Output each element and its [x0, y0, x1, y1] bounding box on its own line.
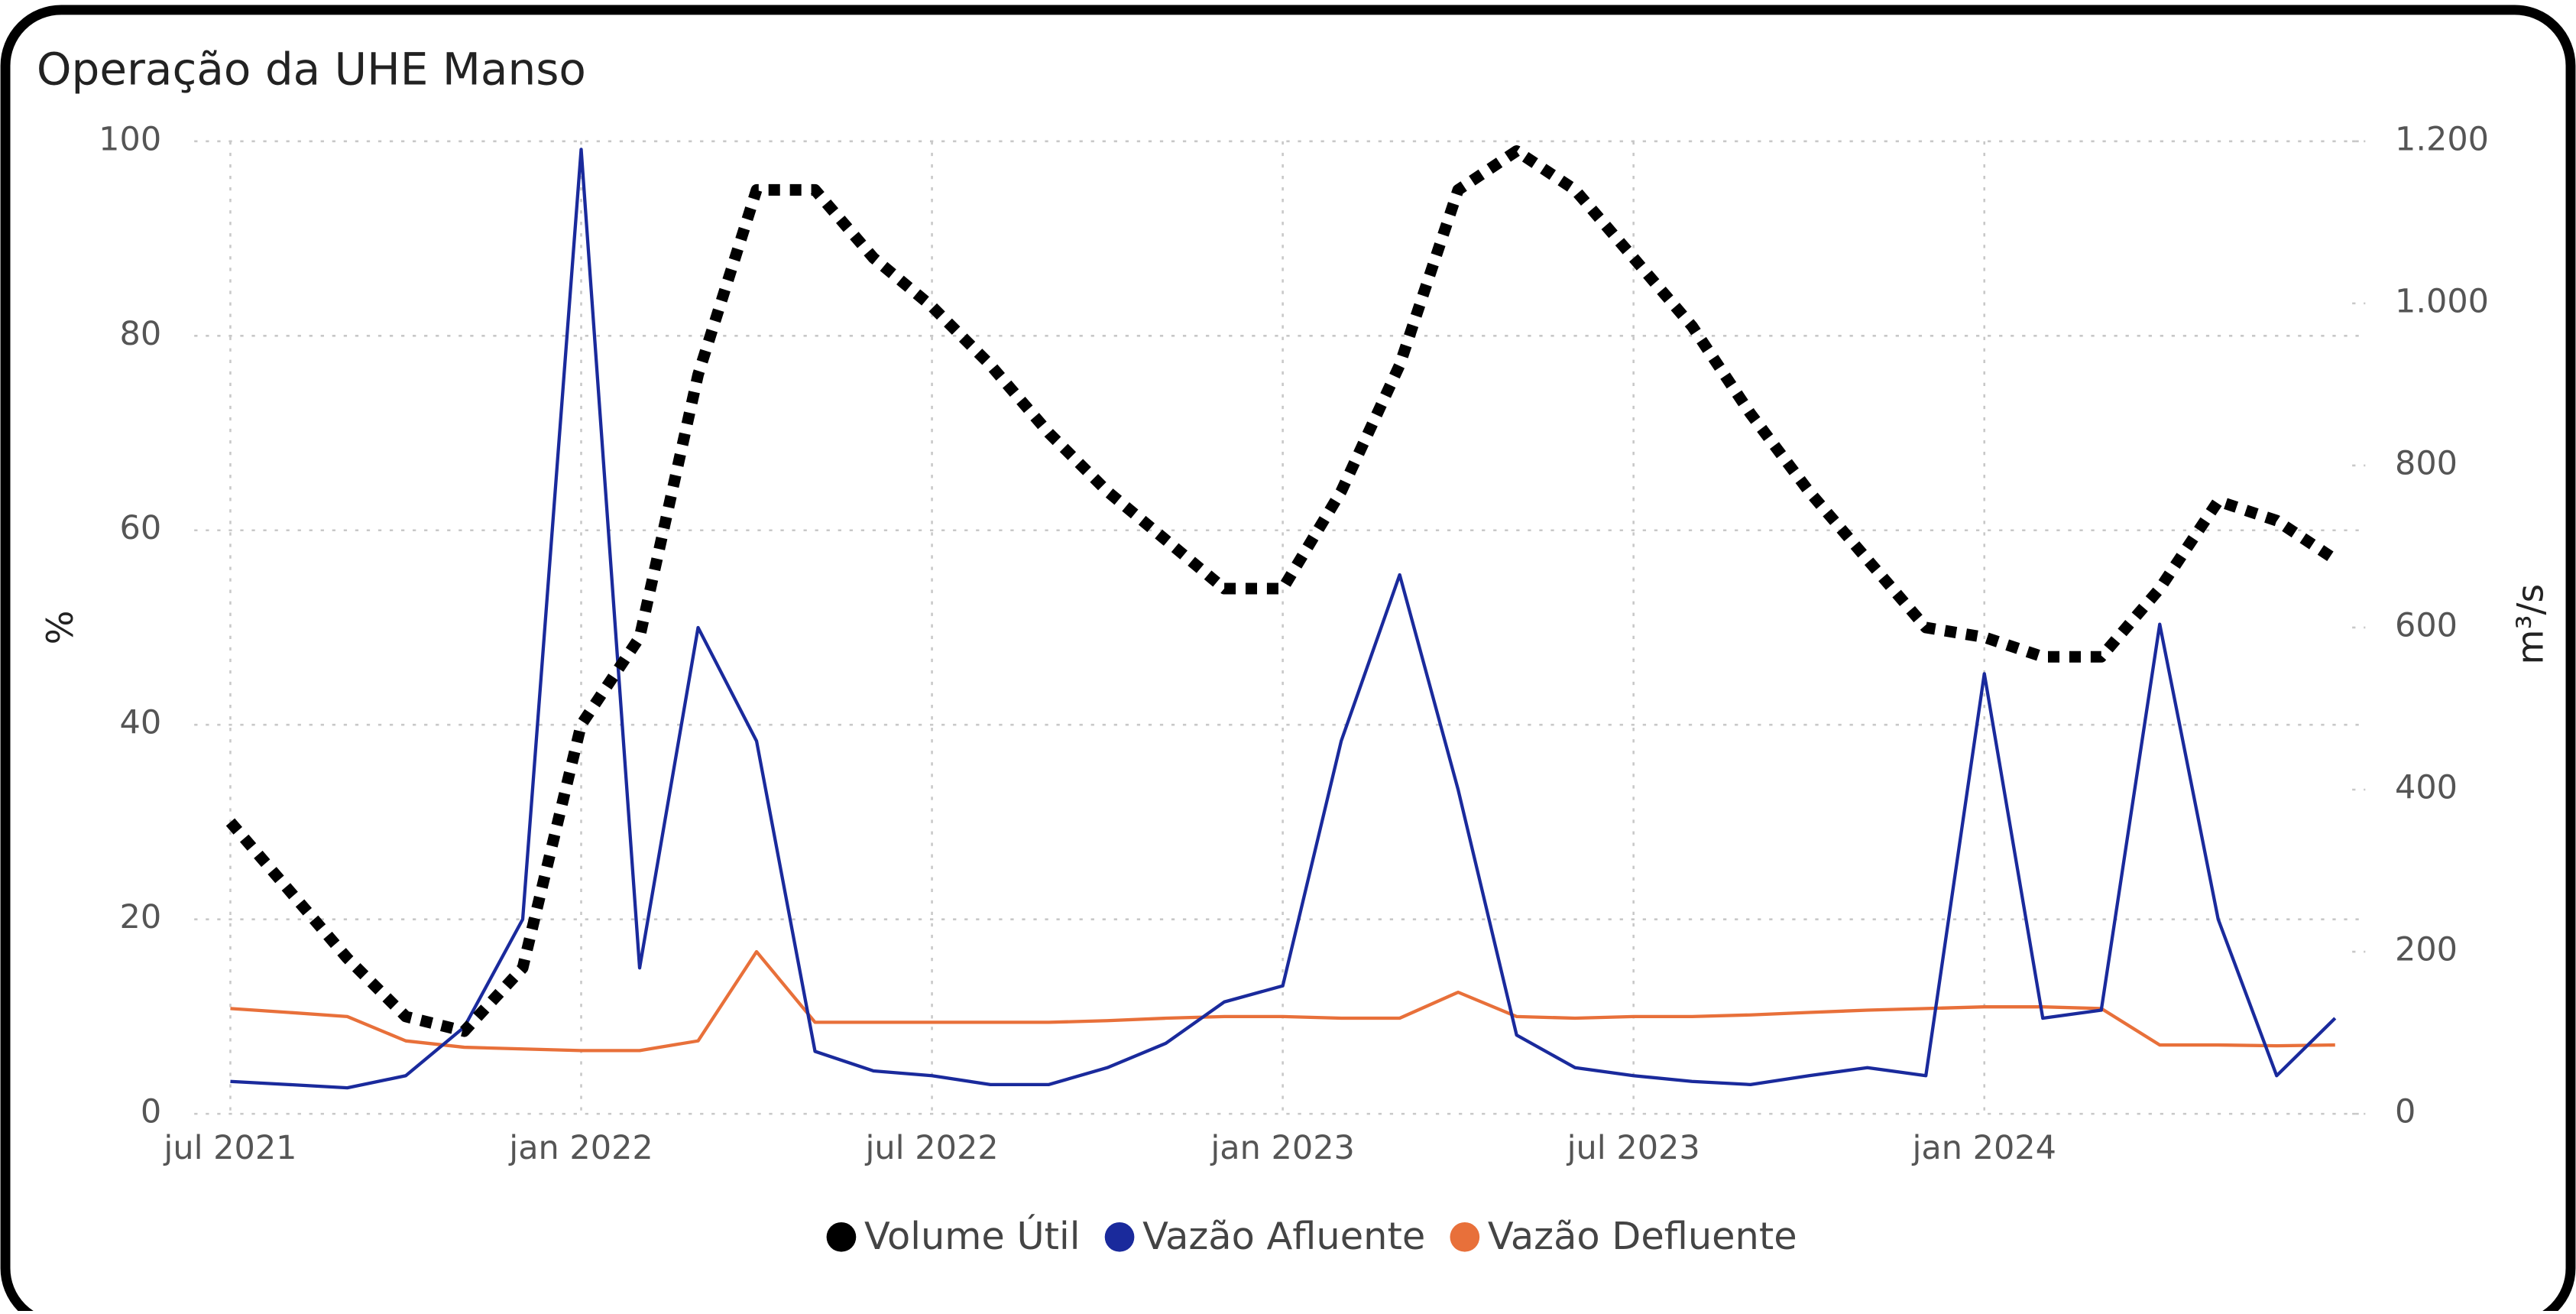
y2-axis-label: m³/s [2510, 584, 2552, 665]
y-tick-label: 100 [99, 120, 161, 158]
x-tick-label: jan 2022 [508, 1129, 653, 1167]
y2-tick-label: 0 [2395, 1093, 2416, 1131]
legend-label: Vazão Defluente [1488, 1214, 1797, 1258]
legend: Volume Útil Vazão Afluente Vazão Defluente [826, 1213, 1797, 1258]
x-tick-label: jul 2023 [1567, 1129, 1700, 1167]
chart-title: Operação da UHE Manso [37, 44, 586, 96]
x-tick-label: jan 2023 [1210, 1129, 1355, 1167]
y-tick-label: 40 [120, 704, 162, 742]
y-tick-label: 20 [120, 898, 162, 936]
legend-label: Vazão Afluente [1142, 1214, 1425, 1258]
card-border [0, 5, 2576, 1314]
legend-marker [1104, 1222, 1135, 1252]
series-line [230, 148, 2337, 1090]
y2-tick-label: 400 [2395, 769, 2458, 807]
y-tick-label: 60 [120, 509, 162, 547]
y-tick-label: 80 [120, 315, 162, 353]
y2-tick-label: 1.200 [2395, 120, 2489, 158]
legend-marker [1450, 1222, 1480, 1252]
y2-tick-label: 1.000 [2395, 282, 2489, 320]
series-line [230, 949, 2335, 1053]
legend-marker [826, 1222, 857, 1252]
y2-tick-label: 800 [2395, 444, 2458, 482]
y2-tick-label: 200 [2395, 931, 2458, 969]
y-axis-label: % [40, 611, 82, 645]
legend-label: Volume Útil [864, 1213, 1080, 1258]
x-tick-label: jul 2022 [865, 1129, 999, 1167]
x-tick-label: jan 2024 [1911, 1129, 2056, 1167]
y-tick-label: 0 [141, 1093, 161, 1131]
x-tick-label: jul 2021 [163, 1129, 296, 1167]
y2-tick-label: 600 [2395, 606, 2458, 644]
